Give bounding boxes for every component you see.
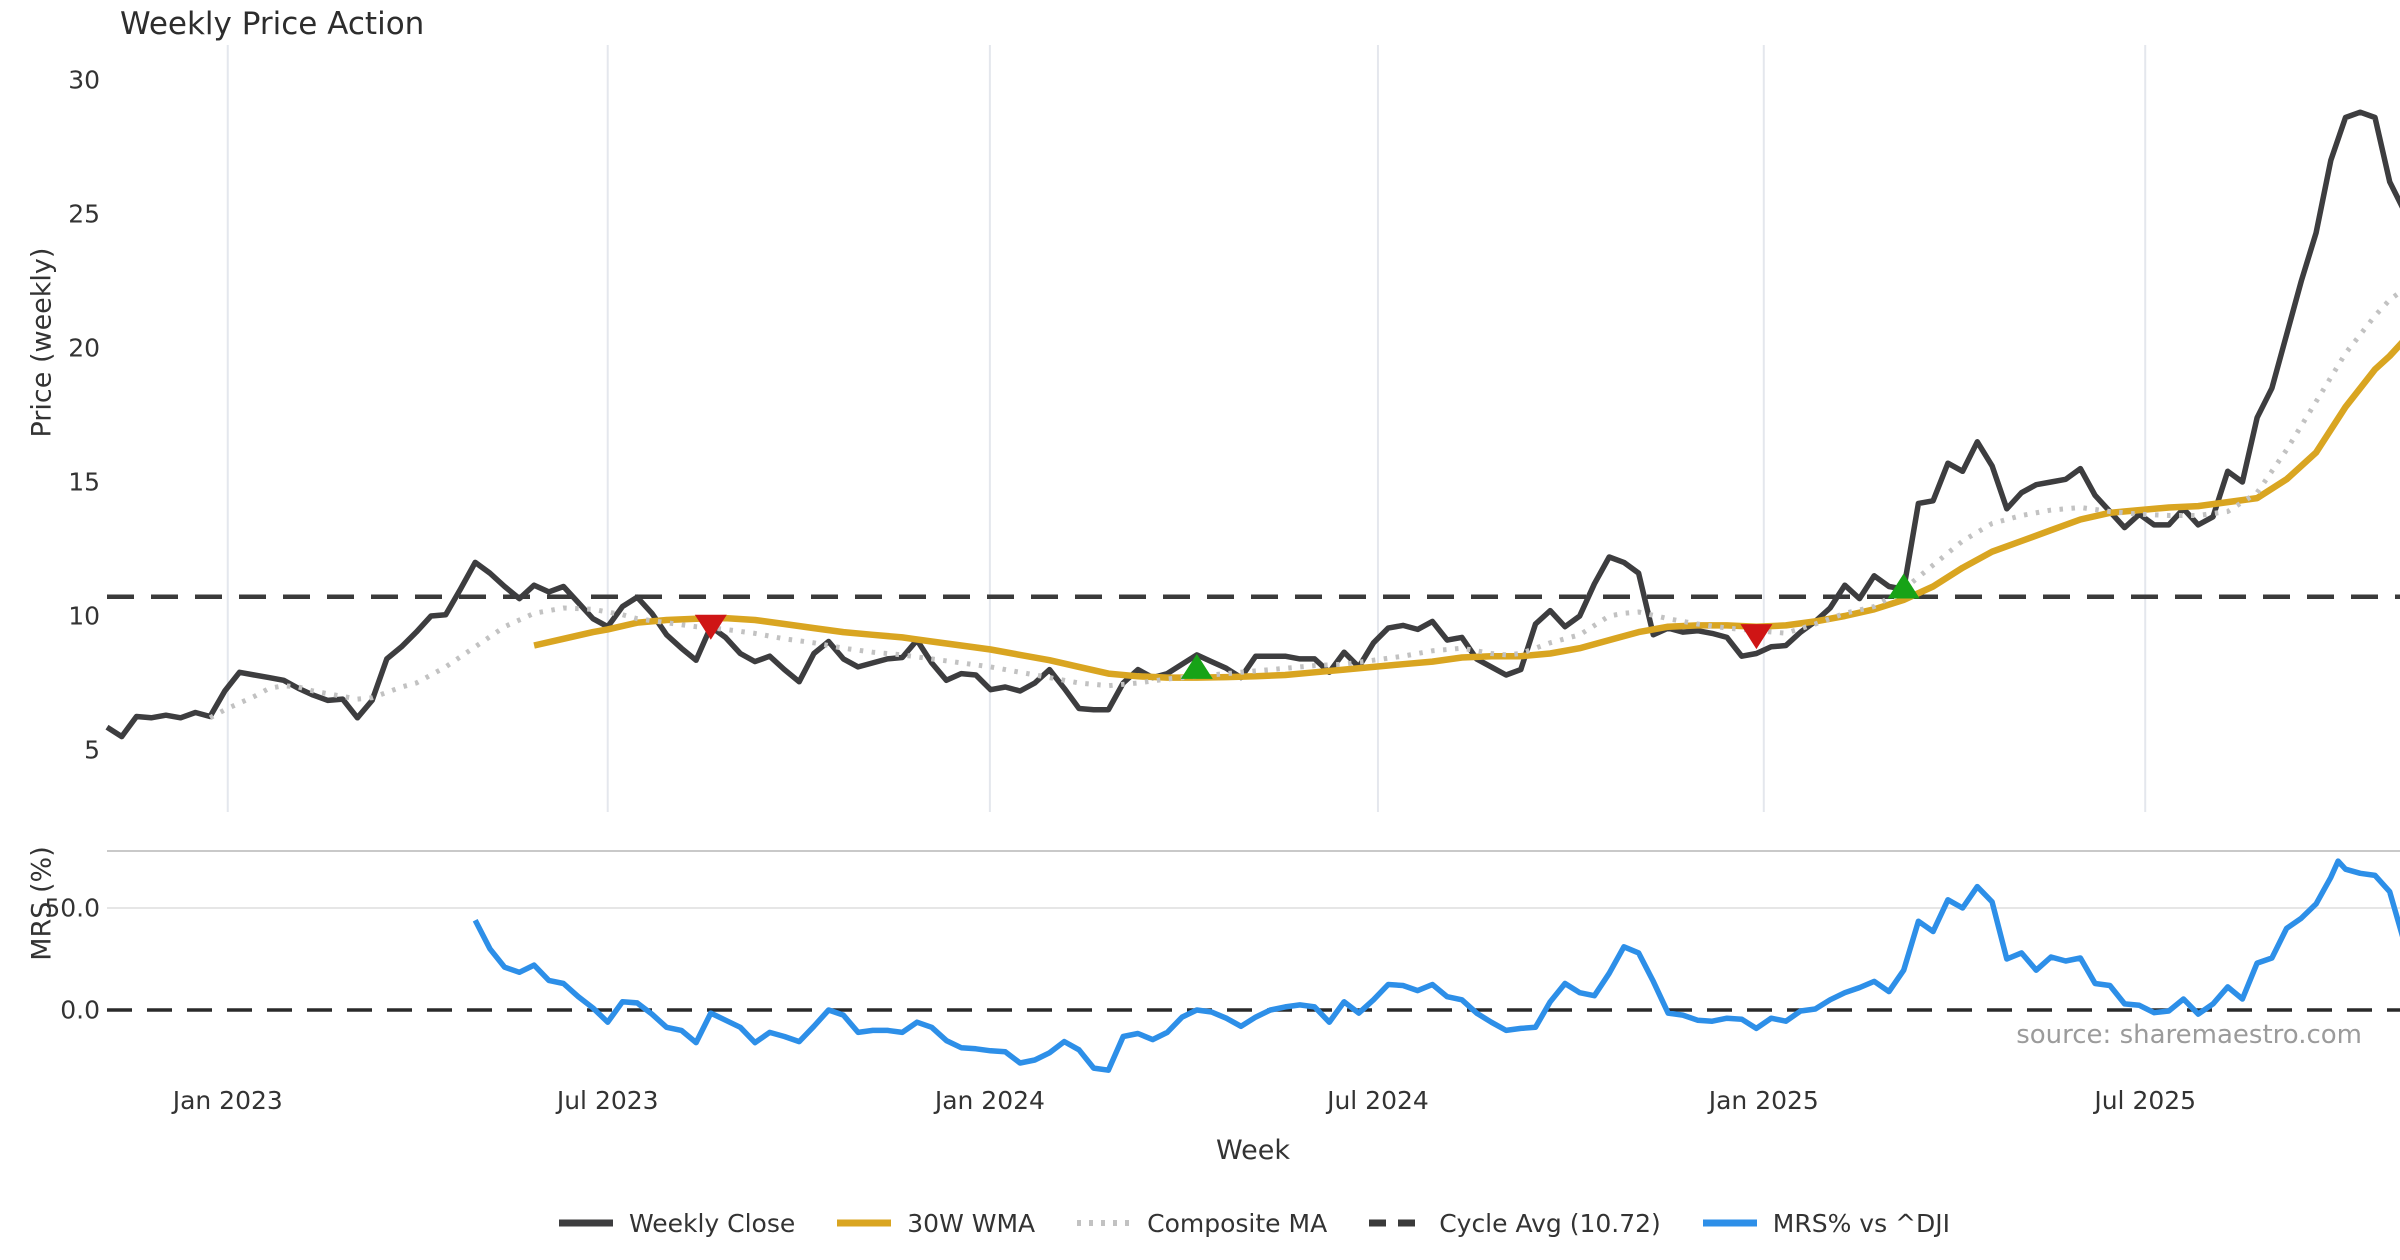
sell-marker-icon — [694, 614, 727, 640]
x-axis-title: Week — [1216, 1135, 1290, 1166]
sell-marker-icon — [1740, 624, 1773, 650]
mrs-y-tick-label: 0.0 — [60, 995, 100, 1025]
legend-label: Composite MA — [1147, 1208, 1328, 1238]
buy-marker-icon — [1180, 653, 1213, 679]
legend-swatch-dotted-icon — [1077, 1220, 1132, 1226]
x-tick-label: Jan 2025 — [1708, 1086, 1819, 1115]
legend-swatch-dashed-icon — [1369, 1219, 1424, 1227]
x-tick-label: Jul 2025 — [2094, 1086, 2197, 1115]
source-note: source: sharemaestro.com — [2016, 1020, 2362, 1050]
composite-ma-line — [208, 289, 2400, 720]
x-tick-label: Jan 2023 — [172, 1086, 283, 1115]
x-tick-label: Jul 2023 — [556, 1086, 659, 1115]
legend-label: Cycle Avg (10.72) — [1439, 1208, 1661, 1238]
chart-title: Weekly Price Action — [120, 6, 425, 42]
price-y-tick-label: 15 — [68, 467, 100, 497]
mrs-y-tick-label: 50.0 — [44, 893, 100, 923]
legend-label: 30W WMA — [907, 1208, 1036, 1238]
wma-line — [533, 339, 2400, 681]
legend-item: 30W WMA — [835, 1208, 1035, 1238]
legend: Weekly Close 30W WMA Composite MA Cycle Avg… — [107, 1208, 2400, 1238]
legend-swatch-solid-icon — [837, 1219, 892, 1227]
legend-swatch-solid-icon — [558, 1219, 613, 1227]
price-y-tick-label: 5 — [84, 735, 100, 765]
price-y-tick-label: 30 — [68, 65, 100, 95]
legend-item: MRS% vs ^DJI — [1701, 1208, 1950, 1238]
mrs-line — [472, 858, 2400, 1073]
legend-item: Cycle Avg (10.72) — [1367, 1208, 1661, 1238]
legend-item: Composite MA — [1075, 1208, 1327, 1238]
price-y-tick-label: 25 — [68, 199, 100, 229]
buy-marker-icon — [1887, 573, 1920, 599]
x-tick-label: Jan 2024 — [934, 1086, 1045, 1115]
legend-item: Weekly Close — [557, 1208, 795, 1238]
legend-swatch-solid-icon — [1702, 1219, 1757, 1227]
weekly-close-line — [105, 109, 2400, 740]
price-y-tick-label: 10 — [68, 601, 100, 631]
legend-label: MRS% vs ^DJI — [1772, 1208, 1951, 1238]
price-y-tick-label: 20 — [68, 333, 100, 363]
x-tick-label: Jul 2024 — [1327, 1086, 1429, 1115]
legend-label: Weekly Close — [628, 1208, 796, 1238]
